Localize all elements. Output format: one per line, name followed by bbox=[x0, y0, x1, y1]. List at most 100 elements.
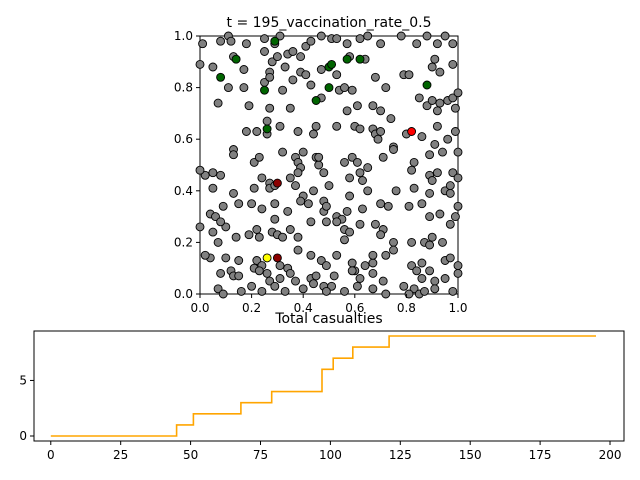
casualties-plot bbox=[50, 335, 596, 437]
scatter-point bbox=[270, 199, 280, 209]
scatter-point bbox=[453, 173, 463, 183]
scatter-point bbox=[278, 232, 288, 242]
scatter-point bbox=[409, 157, 419, 167]
scatter-point bbox=[427, 96, 437, 105]
scatter-point bbox=[252, 225, 262, 234]
scatter-point bbox=[226, 36, 236, 46]
scatter-point bbox=[432, 168, 442, 178]
scatter-point bbox=[332, 217, 342, 227]
scatter-point bbox=[450, 127, 460, 136]
scatter-point bbox=[241, 127, 251, 136]
scatter-y-ticks: 0.0 0.2 0.4 0.6 0.8 1.0 bbox=[174, 29, 200, 301]
scatter-point bbox=[445, 188, 455, 198]
scatter-point bbox=[306, 250, 316, 260]
scatter-point bbox=[316, 31, 326, 41]
scatter-point bbox=[345, 173, 355, 183]
scatter-y-tick-label: 1.0 bbox=[174, 29, 193, 43]
scatter-point bbox=[280, 62, 290, 72]
scatter-point bbox=[399, 281, 409, 291]
scatter-point bbox=[340, 157, 349, 167]
scatter-point bbox=[347, 152, 357, 162]
casualties-x-tick-label: 75 bbox=[253, 448, 268, 462]
scatter-point bbox=[425, 266, 435, 276]
scatter-y-tick-label: 0.0 bbox=[174, 287, 193, 301]
scatter-point bbox=[448, 93, 458, 103]
scatter-point bbox=[425, 212, 435, 222]
scatter-point bbox=[376, 106, 386, 116]
scatter-point bbox=[378, 152, 388, 162]
scatter-point bbox=[239, 83, 249, 93]
scatter-point bbox=[296, 52, 306, 62]
scatter-point bbox=[254, 266, 264, 276]
scatter-point bbox=[450, 103, 460, 113]
casualties-y-tick-label: 0 bbox=[19, 429, 27, 443]
scatter-point bbox=[363, 186, 373, 196]
scatter-point-infected bbox=[407, 127, 417, 136]
scatter-point bbox=[208, 227, 218, 237]
scatter-x-tick-label: 0.2 bbox=[242, 301, 261, 315]
scatter-point bbox=[355, 168, 365, 178]
scatter-point bbox=[200, 170, 210, 180]
casualties-x-tick-label: 0 bbox=[47, 448, 55, 462]
scatter-point bbox=[216, 268, 226, 278]
scatter-point bbox=[319, 168, 329, 178]
scatter-point bbox=[298, 284, 308, 294]
scatter-y-tick-label: 0.6 bbox=[174, 132, 193, 146]
scatter-point bbox=[448, 59, 458, 69]
scatter-point bbox=[389, 245, 398, 255]
scatter-point-recovered bbox=[355, 54, 365, 64]
scatter-point bbox=[396, 31, 406, 41]
casualties-title: Total casualties bbox=[274, 311, 382, 327]
casualties-line bbox=[50, 335, 596, 437]
scatter-point bbox=[368, 258, 378, 268]
scatter-x-tick-label: 0.6 bbox=[345, 301, 364, 315]
scatter-point bbox=[218, 289, 228, 299]
scatter-y-tick-label: 0.2 bbox=[174, 235, 193, 249]
scatter-point bbox=[293, 168, 303, 178]
scatter-point bbox=[309, 186, 318, 196]
scatter-point bbox=[345, 191, 355, 201]
casualties-x-tick-label: 175 bbox=[529, 448, 552, 462]
scatter-point bbox=[417, 258, 427, 268]
scatter-point bbox=[262, 268, 272, 278]
scatter-point bbox=[306, 36, 316, 46]
scatter-point bbox=[267, 57, 277, 67]
scatter-point bbox=[229, 150, 238, 160]
scatter-point bbox=[321, 261, 331, 271]
scatter-point bbox=[347, 85, 357, 95]
scatter-point bbox=[342, 39, 352, 49]
scatter-point bbox=[311, 121, 321, 131]
scatter-point bbox=[430, 284, 440, 294]
scatter-point bbox=[260, 47, 269, 56]
scatter-point bbox=[409, 284, 419, 294]
scatter-point bbox=[368, 284, 378, 294]
scatter-point bbox=[453, 261, 463, 271]
scatter-point bbox=[195, 165, 205, 175]
scatter-point bbox=[327, 281, 337, 291]
scatter-point bbox=[432, 121, 442, 131]
scatter-point bbox=[234, 199, 244, 209]
scatter-point bbox=[427, 62, 437, 72]
scatter-point bbox=[314, 160, 324, 170]
scatter-point bbox=[229, 188, 238, 198]
scatter-point bbox=[278, 147, 288, 157]
scatter-point bbox=[293, 245, 303, 255]
scatter-point bbox=[262, 116, 272, 126]
scatter-point bbox=[448, 39, 458, 49]
scatter-point bbox=[445, 253, 455, 263]
scatter-point bbox=[430, 276, 440, 286]
scatter-point bbox=[407, 237, 417, 247]
scatter-point bbox=[453, 147, 463, 157]
scatter-point bbox=[453, 88, 463, 98]
scatter-point bbox=[373, 134, 383, 144]
scatter-point bbox=[340, 235, 349, 245]
scatter-point bbox=[355, 124, 365, 134]
scatter-point bbox=[345, 227, 355, 237]
scatter-point bbox=[414, 93, 424, 103]
scatter-point bbox=[265, 276, 275, 286]
scatter-point bbox=[223, 83, 233, 93]
scatter-x-ticks: 0.0 0.2 0.4 0.6 0.8 1.0 bbox=[190, 294, 468, 315]
scatter-point bbox=[360, 261, 370, 271]
scatter-point bbox=[358, 176, 367, 185]
scatter-point bbox=[247, 199, 257, 209]
